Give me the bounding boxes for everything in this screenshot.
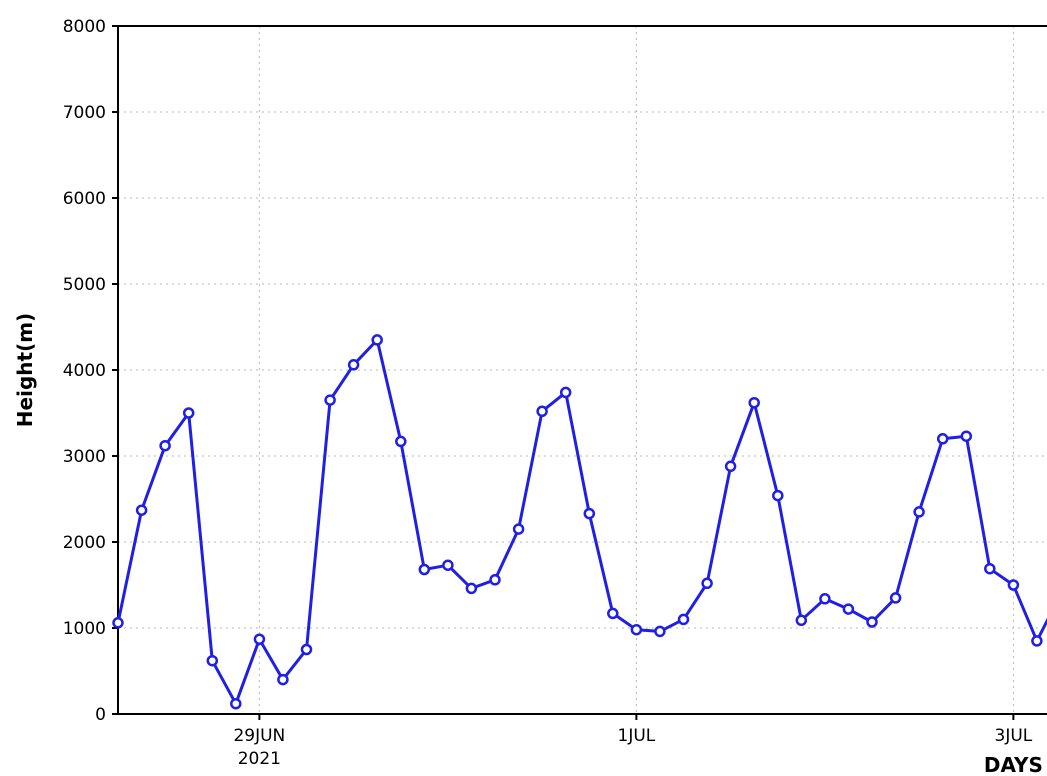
data-point: [395, 435, 407, 448]
data-point: [772, 489, 784, 502]
data-point: [159, 439, 171, 452]
data-point: [889, 592, 902, 604]
data-point: [583, 507, 596, 520]
data-point: [442, 559, 454, 571]
data-point: [913, 506, 925, 518]
axes: [112, 25, 1047, 720]
data-point: [607, 607, 619, 620]
series-line: [116, 338, 1047, 706]
y-tick-label: 5000: [63, 275, 106, 295]
data-point: [253, 633, 266, 645]
data-point: [324, 394, 336, 406]
y-tick-label: 8000: [63, 17, 106, 37]
x-tick-label: 3JUL: [995, 726, 1033, 746]
data-point: [300, 643, 313, 656]
x-tick-label: 1JUL: [618, 726, 656, 746]
series-layer: [112, 334, 1047, 710]
data-point: [182, 407, 195, 419]
grid-lines: [118, 26, 1047, 714]
y-tick-label: 0: [95, 705, 106, 725]
y-tick-label: 2000: [63, 533, 106, 553]
data-point: [654, 625, 666, 638]
data-point: [630, 623, 643, 636]
data-point: [701, 577, 713, 590]
x-axis-title: DAYS: [984, 753, 1043, 776]
data-point: [465, 582, 478, 595]
data-point: [819, 593, 831, 605]
data-point: [677, 613, 690, 626]
data-point: [112, 617, 124, 629]
data-point: [489, 574, 501, 586]
data-point: [795, 614, 808, 627]
y-tick-label: 1000: [63, 619, 106, 639]
data-point: [1031, 635, 1043, 647]
data-point: [842, 603, 855, 615]
data-point: [866, 616, 878, 628]
y-tick-label: 6000: [63, 189, 106, 209]
data-point: [206, 654, 219, 667]
data-point: [347, 359, 360, 371]
data-point: [371, 334, 383, 346]
data-point: [748, 396, 760, 409]
data-point: [936, 433, 949, 445]
data-point: [536, 405, 548, 418]
data-point: [418, 563, 431, 576]
data-point: [984, 562, 996, 575]
data-point: [960, 430, 973, 442]
y-axis-title: Height(m): [13, 313, 37, 427]
tick-labels: 0 1000 2000 3000 4000 5000 6000 7000 8000 29JUN 20…: [63, 17, 1033, 769]
x-tick-label: 29JUN: [233, 726, 285, 746]
y-tick-label: 4000: [63, 361, 106, 381]
data-point: [512, 523, 525, 535]
data-point: [230, 697, 242, 710]
data-point: [559, 386, 572, 399]
y-tick-label: 7000: [63, 103, 106, 123]
data-point: [724, 460, 737, 473]
data-point: [135, 504, 148, 516]
data-point: [1007, 579, 1020, 591]
y-tick-label: 3000: [63, 447, 106, 467]
x-tick-sublabel: 2021: [238, 749, 281, 769]
data-point: [277, 673, 289, 686]
